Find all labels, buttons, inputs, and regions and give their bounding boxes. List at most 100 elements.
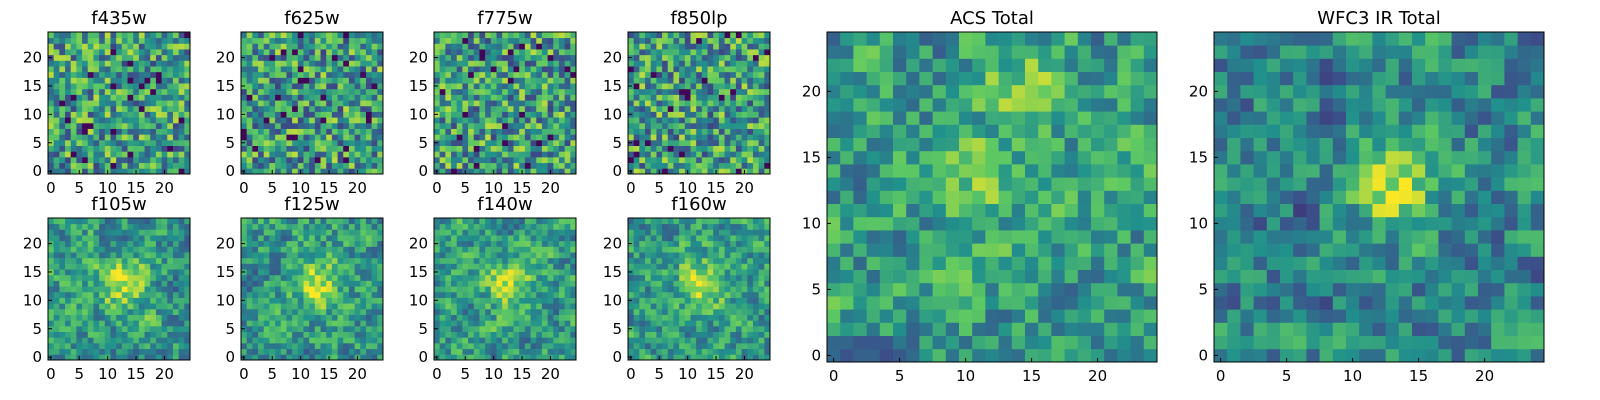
heatmap-cell: [331, 286, 338, 293]
heatmap-cell: [662, 325, 669, 332]
heatmap-cell: [558, 229, 566, 236]
heatmap-cell: [303, 168, 310, 175]
heatmap-cell: [502, 218, 509, 225]
heatmap-cell: [451, 117, 458, 124]
heatmap-cell: [758, 342, 765, 350]
heatmap-cell: [110, 37, 117, 44]
heatmap-cell: [530, 32, 537, 39]
heatmap-cell: [331, 235, 338, 242]
heatmap-cell: [536, 128, 543, 135]
heatmap-cell: [53, 280, 60, 287]
heatmap-cell: [246, 325, 253, 332]
heatmap-cell: [246, 320, 253, 327]
heatmap-cell: [502, 252, 509, 259]
heatmap-cell: [558, 128, 566, 135]
heatmap-cell: [553, 32, 560, 39]
heatmap-cell: [99, 342, 106, 350]
heatmap-cell: [502, 240, 509, 247]
heatmap-cell: [320, 325, 327, 332]
heatmap-cell: [365, 151, 373, 158]
heatmap-cell: [434, 252, 441, 259]
heatmap-cell: [519, 286, 526, 293]
heatmap-cell: [462, 291, 469, 298]
heatmap-cell: [326, 105, 333, 112]
heatmap-cell: [536, 348, 543, 355]
heatmap-cell: [292, 100, 299, 107]
heatmap-cell: [104, 269, 111, 276]
heatmap-cell: [110, 257, 117, 264]
heatmap-cell: [360, 303, 367, 310]
heatmap-cell: [320, 32, 327, 39]
heatmap-cell: [490, 240, 497, 247]
heatmap-cell: [758, 291, 765, 298]
heatmap-cell: [752, 117, 760, 124]
heatmap-cell: [99, 88, 106, 95]
heatmap-cell: [178, 117, 185, 124]
heatmap-cell: [564, 88, 571, 95]
heatmap-cell: [524, 263, 531, 270]
heatmap-cell: [662, 94, 669, 101]
y-tick-label: 10: [216, 291, 235, 309]
heatmap-cell: [138, 223, 145, 230]
heatmap-cell: [752, 145, 760, 152]
heatmap-cell: [690, 303, 697, 310]
heatmap-cell: [730, 337, 737, 344]
heatmap-cell: [696, 308, 703, 315]
heatmap-cell: [434, 342, 441, 350]
heatmap-cell: [144, 303, 151, 310]
heatmap-cell: [724, 105, 731, 112]
heatmap-cell: [241, 229, 248, 236]
heatmap-cell: [184, 269, 191, 276]
heatmap-cell: [297, 286, 304, 293]
heatmap-cell: [513, 43, 520, 50]
heatmap-cell: [343, 325, 350, 332]
heatmap-cell: [553, 235, 560, 242]
heatmap-cell: [320, 246, 327, 253]
heatmap-cell: [541, 117, 548, 124]
heatmap-cell: [303, 156, 310, 164]
heatmap-cell: [519, 235, 526, 242]
heatmap-cell: [713, 71, 720, 78]
heatmap-cell: [76, 60, 83, 67]
heatmap-cell: [275, 128, 282, 135]
heatmap-cell: [286, 263, 293, 270]
heatmap-cell: [656, 60, 663, 67]
heatmap-cell: [337, 100, 344, 107]
heatmap-cell: [303, 223, 310, 230]
heatmap-cell: [434, 71, 441, 78]
heatmap-cell: [161, 297, 168, 304]
heatmap-cell: [104, 229, 111, 236]
heatmap-cell: [292, 83, 299, 90]
heatmap-cell: [70, 348, 77, 355]
heatmap-cell: [252, 151, 259, 158]
heatmap-cell: [645, 139, 652, 146]
heatmap-cell: [468, 303, 475, 310]
heatmap-cell: [343, 348, 350, 355]
heatmap-cell: [150, 229, 157, 236]
x-tick-label: 15: [126, 365, 145, 383]
heatmap-cell: [127, 240, 134, 247]
heatmap-cell: [650, 83, 657, 90]
heatmap-cell: [456, 297, 463, 304]
heatmap-cell: [377, 229, 384, 236]
heatmap-cell: [434, 223, 441, 230]
heatmap-cell: [292, 257, 299, 264]
heatmap-cell: [360, 229, 367, 236]
heatmap-cell: [280, 139, 287, 146]
heatmap-cell: [326, 320, 333, 327]
heatmap-cell: [161, 229, 168, 236]
heatmap-cell: [343, 274, 350, 281]
heatmap-cell: [650, 105, 657, 112]
heatmap-cell: [246, 291, 253, 298]
heatmap-cell: [439, 257, 446, 264]
heatmap-cell: [690, 49, 697, 56]
heatmap-cell: [667, 151, 674, 158]
heatmap-cell: [462, 229, 469, 236]
heatmap-cell: [473, 37, 480, 44]
heatmap-cell: [377, 337, 384, 344]
heatmap-cell: [645, 162, 652, 169]
heatmap-cell: [645, 168, 652, 175]
heatmap-cell: [701, 134, 708, 141]
heatmap-cell: [747, 297, 754, 304]
heatmap-cell: [507, 60, 514, 67]
